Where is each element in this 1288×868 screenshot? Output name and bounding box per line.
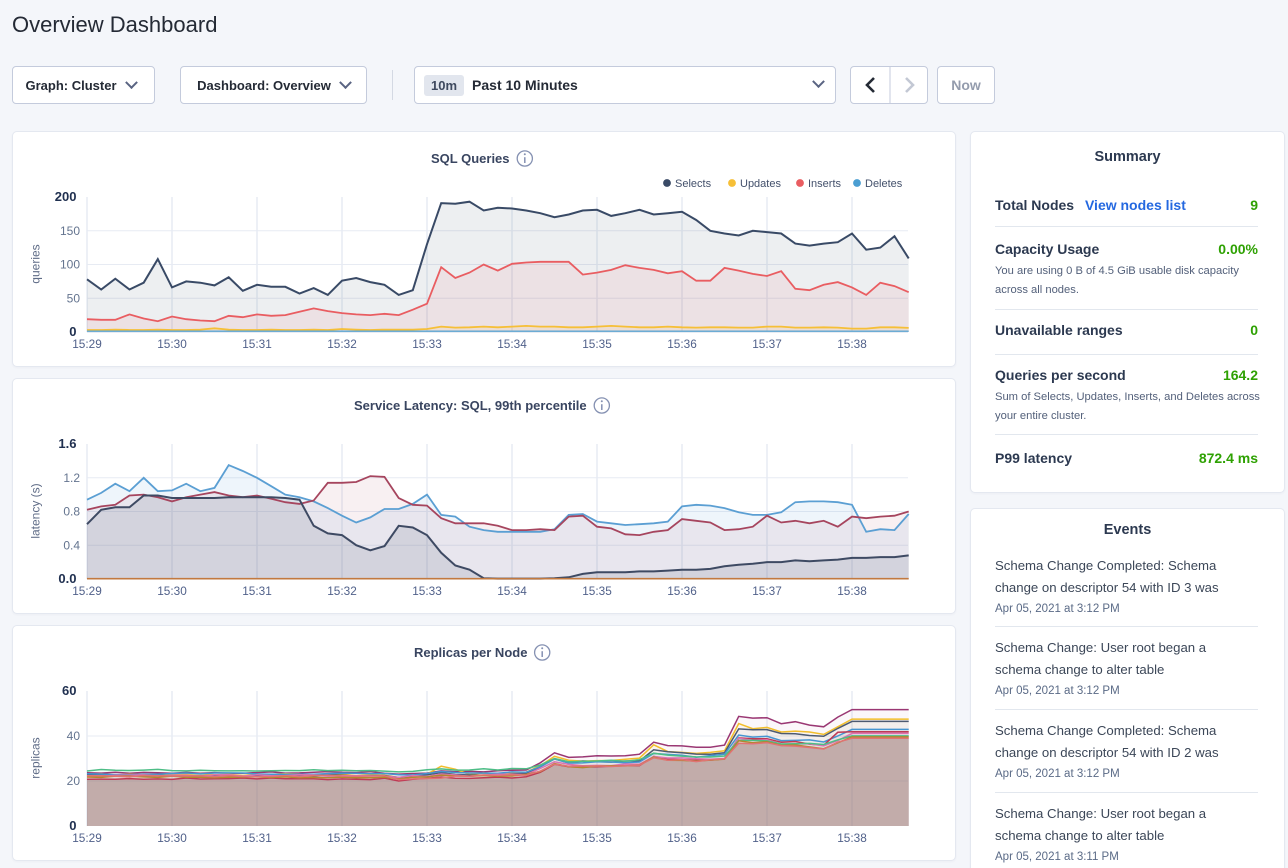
- svg-text:15:32: 15:32: [327, 584, 357, 598]
- svg-text:200: 200: [55, 189, 77, 204]
- svg-text:20: 20: [67, 774, 81, 788]
- svg-text:0.0: 0.0: [58, 571, 76, 586]
- svg-text:15:31: 15:31: [242, 584, 272, 598]
- svg-text:SQL Queries: SQL Queries: [431, 151, 510, 166]
- svg-text:15:36: 15:36: [667, 831, 697, 845]
- svg-text:Updates: Updates: [740, 178, 781, 190]
- svg-text:15:34: 15:34: [497, 831, 527, 845]
- svg-text:Service Latency: SQL, 99th per: Service Latency: SQL, 99th percentile: [354, 398, 587, 413]
- svg-text:15:33: 15:33: [412, 337, 442, 351]
- svg-text:60: 60: [62, 683, 76, 698]
- svg-text:15:36: 15:36: [667, 337, 697, 351]
- svg-text:15:38: 15:38: [837, 337, 867, 351]
- svg-text:queries: queries: [29, 244, 43, 283]
- svg-text:40: 40: [67, 729, 81, 743]
- svg-text:Selects: Selects: [675, 178, 712, 190]
- svg-text:Replicas per Node: Replicas per Node: [414, 645, 527, 660]
- svg-text:150: 150: [60, 224, 80, 238]
- svg-text:Deletes: Deletes: [865, 178, 903, 190]
- svg-text:replicas: replicas: [29, 737, 43, 778]
- svg-text:Inserts: Inserts: [808, 178, 842, 190]
- svg-text:1.6: 1.6: [58, 436, 76, 451]
- svg-text:15:37: 15:37: [752, 337, 782, 351]
- svg-text:15:33: 15:33: [412, 584, 442, 598]
- svg-text:0: 0: [69, 818, 76, 833]
- svg-text:0: 0: [69, 324, 76, 339]
- svg-text:15:37: 15:37: [752, 831, 782, 845]
- svg-text:1.2: 1.2: [63, 471, 80, 485]
- svg-text:latency (s): latency (s): [29, 483, 43, 538]
- svg-text:15:35: 15:35: [582, 831, 612, 845]
- svg-text:15:35: 15:35: [582, 584, 612, 598]
- svg-text:15:30: 15:30: [157, 337, 187, 351]
- svg-text:15:38: 15:38: [837, 584, 867, 598]
- svg-text:15:30: 15:30: [157, 584, 187, 598]
- svg-text:100: 100: [60, 258, 80, 272]
- svg-text:15:32: 15:32: [327, 831, 357, 845]
- svg-text:15:29: 15:29: [72, 831, 102, 845]
- svg-text:15:34: 15:34: [497, 584, 527, 598]
- svg-text:15:29: 15:29: [72, 584, 102, 598]
- svg-text:15:31: 15:31: [242, 337, 272, 351]
- svg-text:15:37: 15:37: [752, 584, 782, 598]
- svg-text:15:30: 15:30: [157, 831, 187, 845]
- svg-text:0.8: 0.8: [63, 505, 80, 519]
- svg-text:50: 50: [67, 291, 81, 305]
- svg-text:15:31: 15:31: [242, 831, 272, 845]
- svg-text:15:34: 15:34: [497, 337, 527, 351]
- svg-text:15:36: 15:36: [667, 584, 697, 598]
- svg-text:15:33: 15:33: [412, 831, 442, 845]
- svg-text:0.4: 0.4: [63, 538, 80, 552]
- svg-text:15:35: 15:35: [582, 337, 612, 351]
- svg-text:15:32: 15:32: [327, 337, 357, 351]
- svg-text:15:29: 15:29: [72, 337, 102, 351]
- svg-text:15:38: 15:38: [837, 831, 867, 845]
